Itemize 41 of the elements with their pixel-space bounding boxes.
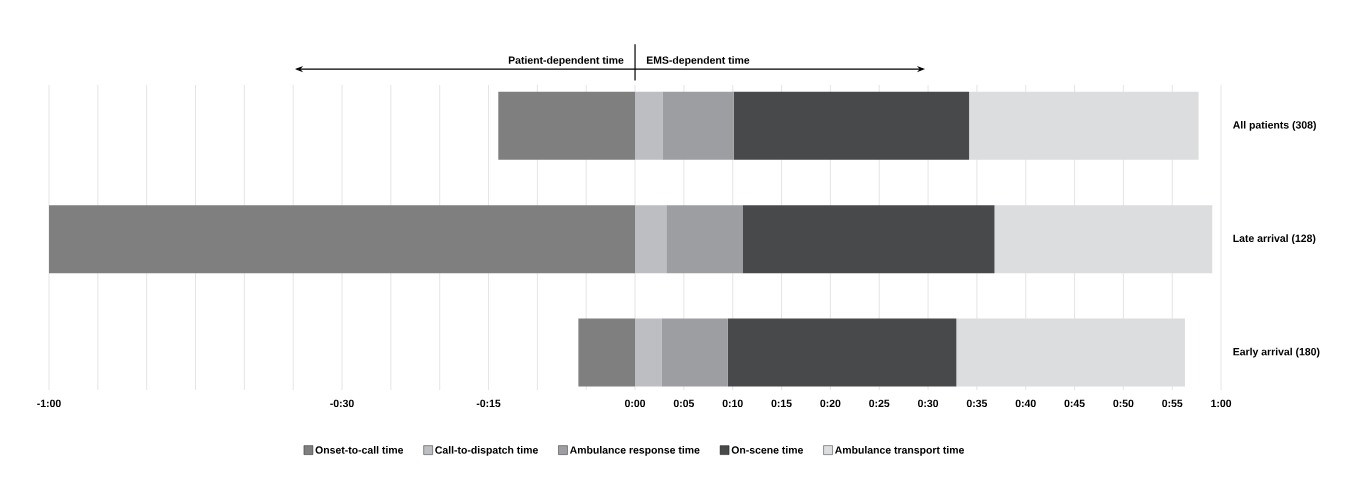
legend-label: On-scene time — [731, 446, 803, 454]
x-tick-label: 0:20 — [820, 399, 841, 408]
x-tick-label: 0:05 — [673, 399, 695, 408]
bar — [635, 318, 662, 387]
x-tick-label: 0:45 — [1064, 399, 1085, 408]
legend-label: Onset-to-call time — [315, 446, 404, 454]
bar — [733, 91, 970, 160]
bar — [635, 205, 667, 274]
x-tick-label: 0:00 — [624, 399, 646, 408]
bar — [727, 318, 957, 387]
text: Patient-dependent time — [508, 56, 624, 66]
bar — [666, 205, 743, 274]
x-tick-label: -0:15 — [476, 399, 501, 408]
bar — [994, 205, 1213, 274]
x-tick-label: -0:30 — [330, 399, 354, 408]
x-tick-label: 0:15 — [771, 399, 792, 408]
legend-label: Ambulance transport time — [835, 446, 964, 456]
x-tick-label: 0:55 — [1162, 399, 1183, 408]
x-tick-label: 0:10 — [722, 399, 743, 408]
bar — [662, 91, 734, 160]
y-tick-label: Early arrival (180) — [1233, 347, 1320, 358]
bar — [498, 91, 636, 160]
x-tick-label: 0:40 — [1015, 399, 1036, 408]
x-tick-label: 0:50 — [1113, 399, 1134, 408]
bar — [661, 318, 728, 387]
x-tick-label: -1:00 — [37, 399, 61, 408]
bar — [578, 318, 636, 387]
text: EMS-dependent time — [646, 56, 750, 66]
bar — [635, 91, 663, 160]
bar — [956, 318, 1185, 387]
x-tick-label: 0:25 — [869, 399, 890, 408]
x-tick-label: 0:30 — [917, 399, 939, 408]
bar — [969, 91, 1199, 160]
x-tick-label: 1:00 — [1211, 399, 1232, 408]
y-tick-label: Late arrival (128) — [1233, 234, 1316, 245]
y-tick-label: All patients (308) — [1233, 120, 1316, 131]
bar — [49, 205, 636, 274]
legend-label: Ambulance response time — [569, 446, 700, 456]
bar — [742, 205, 995, 274]
legend-label: Call-to-dispatch time — [435, 446, 538, 456]
x-tick-label: 0:35 — [966, 399, 988, 408]
